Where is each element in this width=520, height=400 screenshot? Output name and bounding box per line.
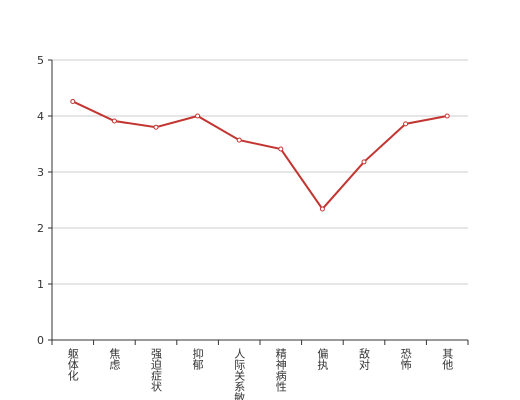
line [72,100,448,211]
point [319,206,325,212]
y-tick-label: 4 [37,110,44,123]
point [361,159,367,165]
x-tick-label: 精神病性 [274,348,287,393]
x-tick-label: 躯体化 [66,348,79,382]
point [403,121,409,127]
y-tick-label: 2 [37,222,44,235]
x-tick-label: 强迫症状 [150,348,163,392]
point [195,113,201,119]
y-tick-label: 5 [37,54,44,67]
x-tick-label: 敌对 [358,347,371,370]
point [278,146,284,152]
x-tick-label: 抑郁 [191,347,204,370]
point [236,137,242,143]
y-tick-label: 1 [37,278,44,291]
y-tick-label: 0 [37,334,44,347]
x-tick-label: 偏执 [316,347,329,371]
point [70,98,76,104]
point [444,113,450,119]
x-tick-label: 其他 [441,348,454,370]
x-tick-label: 恐怖 [399,348,412,370]
y-tick-label: 3 [37,166,44,179]
x-tick-label: 焦虑 [108,348,121,370]
point [153,124,159,130]
point [111,118,117,124]
x-tick-label: 人际关系敏感 [233,348,246,400]
